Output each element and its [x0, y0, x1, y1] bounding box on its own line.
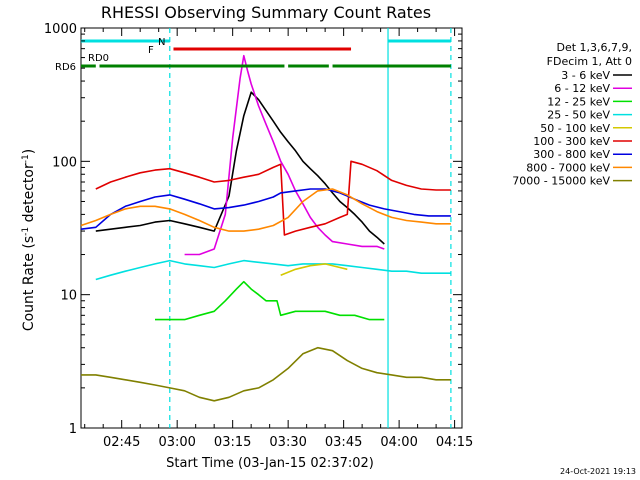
legend-label-7: 800 - 7000 keV — [526, 161, 610, 174]
legend-header-line-1: Det 1,3,6,7,9, — [556, 41, 632, 54]
y-axis-label-superscript: -1 — [21, 227, 31, 236]
y-axis-label-superscript-2: -1 — [21, 154, 31, 163]
plot-frame — [80, 27, 463, 429]
flag-label: RD6 — [55, 62, 76, 73]
y-axis-label-main: Count Rate (s — [21, 236, 37, 331]
y-tick-label: 1000 — [44, 22, 77, 37]
y-tick-label: 100 — [52, 155, 77, 170]
x-tick-label: 04:15 — [436, 435, 473, 450]
y-tick-label: 10 — [60, 289, 77, 304]
flags-group: NF RD0 RD6 — [55, 37, 451, 73]
axes-group: 1 10 100 1000 02:45 03:00 03:15 03:30 03:45 04:00… — [44, 22, 473, 450]
flag-label: RD0 — [88, 53, 109, 64]
y-axis-label: Count Rate (s-1 detector-1) — [21, 149, 37, 331]
series-line-0 — [95, 91, 385, 245]
legend-label-5: 100 - 300 keV — [533, 135, 610, 148]
x-tick-label: 03:30 — [269, 435, 306, 450]
y-tick-label: 1 — [69, 422, 77, 437]
legend-label-6: 300 - 800 keV — [533, 148, 610, 161]
x-tick-label: 03:15 — [214, 435, 251, 450]
y-axis-label-end: ) — [21, 149, 37, 154]
flag-label: F — [148, 45, 154, 56]
series-line-1 — [184, 54, 385, 256]
legend-label-3: 25 - 50 keV — [547, 109, 610, 122]
series-line-8 — [81, 346, 451, 402]
legend-label-8: 7000 - 15000 keV — [512, 175, 610, 188]
x-tick-label: 03:00 — [158, 435, 195, 450]
x-tick-label: 04:00 — [380, 435, 417, 450]
footer-timestamp: 24-Oct-2021 19:13 — [560, 467, 636, 476]
flag-label: N — [158, 37, 165, 48]
legend-label-0: 3 - 6 keV — [561, 69, 610, 82]
series-group — [80, 54, 451, 402]
y-axis-label-tail: detector — [21, 163, 37, 227]
legend-label-4: 50 - 100 keV — [540, 122, 610, 135]
series-line-7 — [80, 188, 451, 232]
series-line-3 — [95, 259, 451, 281]
chart-title: RHESSI Observing Summary Count Rates — [101, 3, 431, 22]
vertical-markers-group — [169, 28, 452, 428]
series-line-5 — [95, 160, 451, 236]
legend: Det 1,3,6,7,9, FDecim 1, Att 0 3 - 6 keV… — [512, 41, 632, 188]
x-tick-label: 02:45 — [103, 435, 140, 450]
legend-header-line-2: FDecim 1, Att 0 — [547, 55, 632, 68]
legend-label-2: 12 - 25 keV — [547, 95, 610, 108]
series-line-4 — [280, 263, 348, 276]
series-line-6 — [80, 188, 451, 230]
plot-frame-group — [80, 27, 463, 429]
legend-label-1: 6 - 12 keV — [554, 82, 610, 95]
series-line-2 — [155, 280, 385, 321]
x-tick-label: 03:45 — [325, 435, 362, 450]
x-axis-label: Start Time (03-Jan-15 02:37:02) — [166, 456, 374, 471]
